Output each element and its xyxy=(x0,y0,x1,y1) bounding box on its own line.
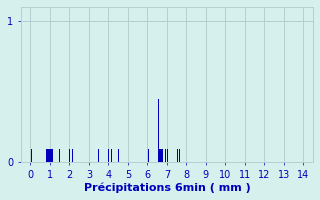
Bar xyxy=(159,149,161,162)
Bar xyxy=(48,149,50,162)
Bar xyxy=(98,149,99,162)
X-axis label: Précipitations 6min ( mm ): Précipitations 6min ( mm ) xyxy=(84,183,250,193)
Bar xyxy=(179,149,180,162)
Bar xyxy=(50,149,52,162)
Bar xyxy=(46,149,48,162)
Bar xyxy=(177,149,178,162)
Bar xyxy=(148,149,149,162)
Bar xyxy=(59,149,60,162)
Bar xyxy=(157,99,159,162)
Bar xyxy=(31,149,32,162)
Bar xyxy=(165,149,166,162)
Bar xyxy=(167,149,168,162)
Bar xyxy=(111,149,112,162)
Bar xyxy=(69,149,70,162)
Bar xyxy=(161,149,163,162)
Bar xyxy=(108,149,109,162)
Bar xyxy=(52,149,53,162)
Bar xyxy=(72,149,73,162)
Bar xyxy=(117,149,119,162)
